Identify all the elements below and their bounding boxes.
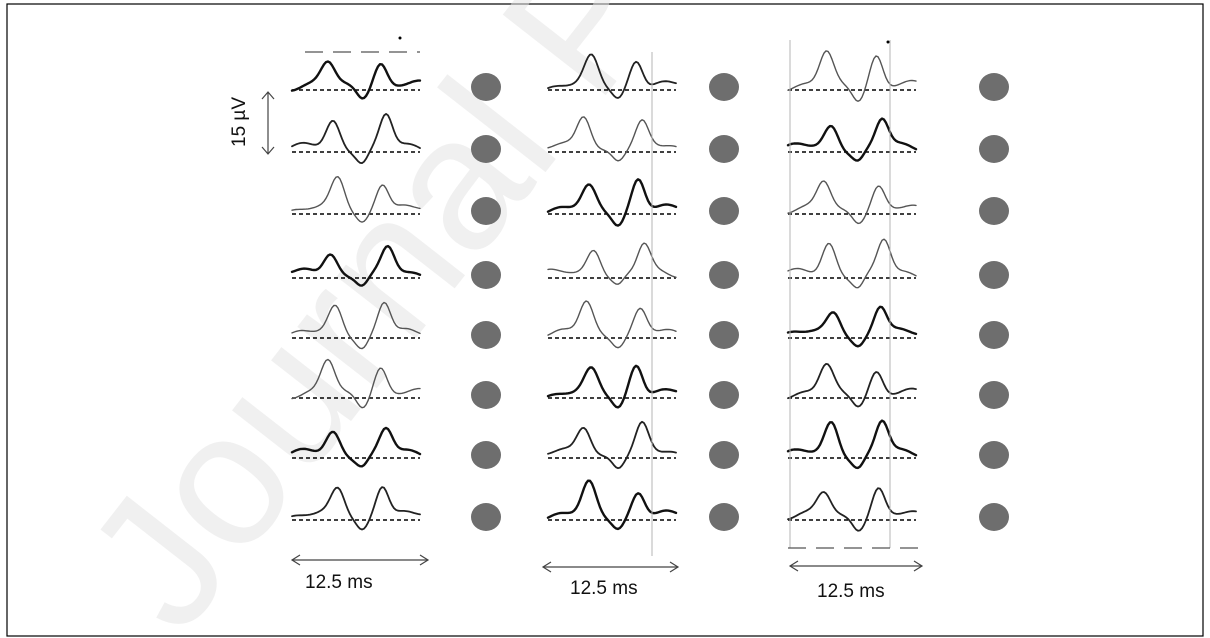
evoked-waveform: [787, 50, 917, 102]
response-marker-dot: [471, 261, 501, 289]
evoked-waveform: [786, 419, 918, 470]
evoked-waveform: [787, 180, 917, 225]
top-dot: [398, 36, 402, 40]
evoked-waveform: [547, 242, 677, 285]
response-marker-dot: [979, 197, 1009, 225]
marker-grid: [471, 73, 1009, 531]
time-scale-bar: 12.5 ms: [788, 560, 924, 602]
time-scale-label: 12.5 ms: [570, 578, 638, 599]
amplitude-scale-bar: 15 µV: [229, 91, 275, 155]
evoked-waveform: [290, 244, 422, 287]
response-marker-dot: [709, 135, 739, 163]
evoked-waveform: [291, 358, 421, 409]
response-marker-dot: [709, 441, 739, 469]
response-marker-dot: [709, 261, 739, 289]
top-dot: [886, 40, 890, 44]
response-marker-dot: [979, 321, 1009, 349]
response-marker-dot: [709, 321, 739, 349]
evoked-waveform: [546, 479, 678, 531]
watermark-group: Journal Pre-proof: [45, 0, 1117, 638]
response-marker-dot: [979, 261, 1009, 289]
time-scale-label: 12.5 ms: [817, 581, 885, 602]
response-marker-dot: [979, 135, 1009, 163]
response-marker-dot: [471, 73, 501, 101]
time-scale-bars: 12.5 ms 12.5 ms 12.5 ms: [290, 554, 924, 602]
evoked-waveform: [291, 113, 421, 164]
response-marker-dot: [979, 381, 1009, 409]
evoked-waveform: [546, 178, 678, 227]
watermark: Journal Pre-proof: [45, 0, 1117, 638]
evoked-waveform: [787, 238, 917, 289]
response-marker-dot: [979, 441, 1009, 469]
time-scale-label: 12.5 ms: [305, 572, 373, 593]
amplitude-scale-label: 15 µV: [229, 97, 250, 147]
response-marker-dot: [709, 381, 739, 409]
evoked-waveform: [290, 60, 422, 100]
evoked-waveform: [547, 420, 677, 470]
evoked-waveform: [547, 116, 677, 162]
trace-grid: [290, 50, 918, 532]
time-scale-bar: 12.5 ms: [290, 554, 430, 593]
figure-border: [6, 3, 1204, 637]
response-marker-dot: [709, 503, 739, 531]
evoked-waveform: [547, 300, 677, 349]
response-marker-dot: [471, 441, 501, 469]
evoked-waveform: [787, 363, 917, 408]
evoked-waveform: [291, 301, 421, 350]
response-marker-dot: [979, 503, 1009, 531]
response-marker-dot: [709, 197, 739, 225]
column-decorations: [305, 36, 920, 556]
evoked-waveform: [787, 487, 917, 532]
response-marker-dot: [471, 197, 501, 225]
evoked-waveform: [547, 53, 677, 99]
response-marker-dot: [471, 321, 501, 349]
evoked-waveform: [786, 305, 918, 348]
response-marker-dot: [979, 73, 1009, 101]
evoked-waveform: [290, 426, 422, 468]
time-scale-bar: 12.5 ms: [541, 561, 680, 599]
response-marker-dot: [471, 135, 501, 163]
evoked-waveform: [291, 176, 421, 223]
evoked-waveform: [291, 486, 421, 531]
response-marker-dot: [471, 503, 501, 531]
response-marker-dot: [471, 381, 501, 409]
evoked-waveform: [786, 117, 918, 162]
evoked-waveform: [546, 364, 678, 409]
response-marker-dot: [709, 73, 739, 101]
